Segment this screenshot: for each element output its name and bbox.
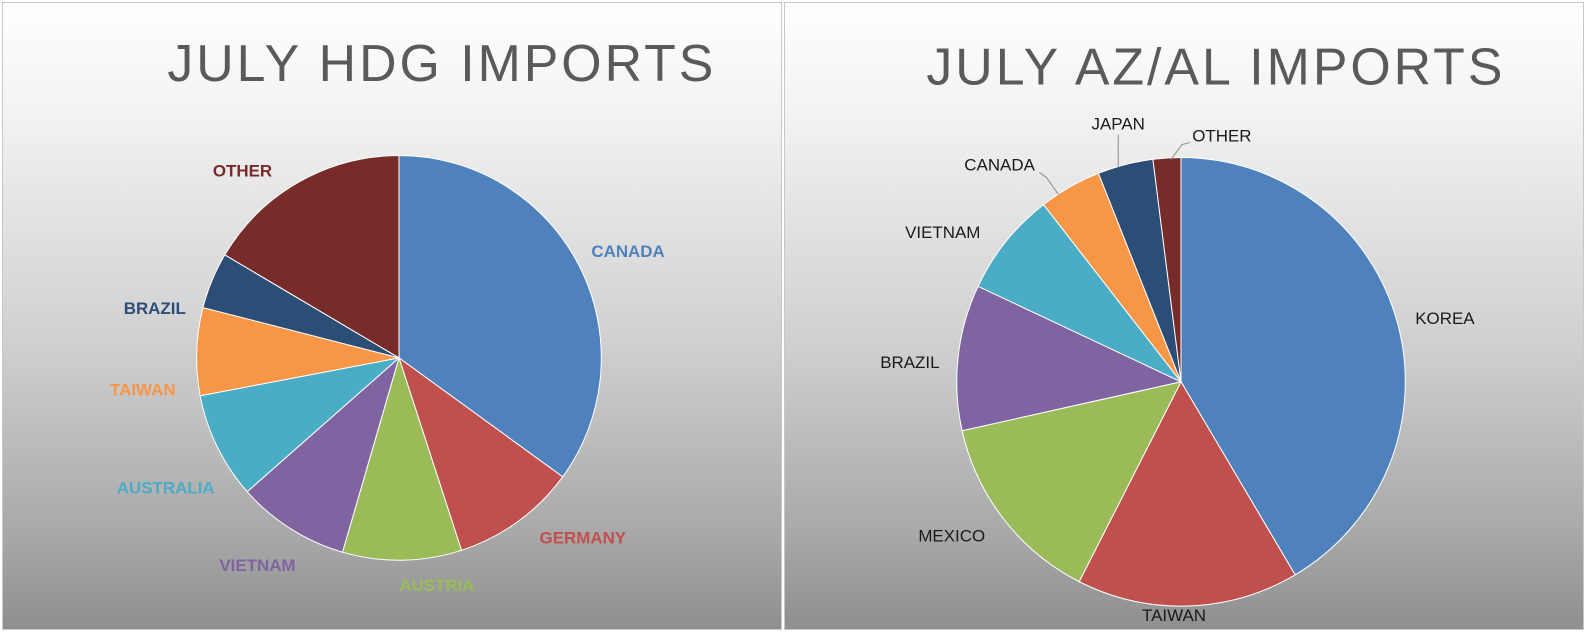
az-al-imports-chart: JULY AZ/AL IMPORTS KOREA TAIWAN MEXICO BRAZ… (784, 2, 1584, 630)
slice-label-other: OTHER (213, 161, 272, 180)
pie-slice-austria (341, 356, 463, 561)
pie-slice-germany (398, 356, 564, 551)
chart-title: JULY AZ/AL IMPORTS (926, 38, 1505, 96)
slice-label-canada: CANADA (964, 155, 1035, 174)
pie-slices (956, 157, 1406, 607)
slice-label-austria: AUSTRIA (399, 576, 474, 595)
pie-labels: CANADA GERMANY AUSTRIA VIETNAM AUSTRALIA TAIW… (110, 161, 665, 595)
pie-slices (196, 155, 602, 561)
slice-label-taiwan: TAIWAN (1142, 606, 1206, 625)
pie-slice-other (1152, 157, 1182, 382)
pie-slice-brazil (956, 285, 1183, 432)
label-leader-line (1170, 142, 1191, 160)
slice-label-brazil: BRAZIL (124, 299, 186, 318)
pie-slice-vietnam (977, 203, 1182, 383)
pie-slice-taiwan (1078, 380, 1296, 607)
pie-slice-vietnam (246, 356, 400, 553)
chart-title: JULY HDG IMPORTS (167, 34, 716, 92)
az-al-imports-pie-svg: JULY AZ/AL IMPORTS KOREA TAIWAN MEXICO BRAZ… (880, 38, 1505, 625)
slice-label-vietnam: VIETNAM (905, 223, 980, 242)
hdg-imports-chart: JULY HDG IMPORTS CANADA GERMANY AUSTRIA VIE… (2, 2, 782, 630)
slice-label-japan: JAPAN (1092, 115, 1145, 134)
slice-label-canada: CANADA (591, 242, 664, 261)
hdg-imports-pie-svg: JULY HDG IMPORTS CANADA GERMANY AUSTRIA VIE… (110, 34, 716, 595)
pie-slice-mexico (961, 381, 1182, 583)
slice-label-taiwan: TAIWAN (110, 381, 176, 400)
slice-label-other: OTHER (1192, 127, 1251, 146)
pie-slice-korea (1180, 157, 1406, 576)
slice-label-brazil: BRAZIL (880, 353, 939, 372)
pie-slice-canada (398, 155, 602, 478)
label-leader-line (1039, 172, 1059, 195)
pie-slice-other (224, 155, 400, 359)
pie-labels: KOREA TAIWAN MEXICO BRAZIL VIETNAM CANADA JAPA… (880, 115, 1475, 625)
slice-label-korea: KOREA (1415, 309, 1475, 328)
slice-label-australia: AUSTRALIA (117, 478, 215, 497)
slice-label-mexico: MEXICO (918, 526, 985, 545)
slice-label-germany: GERMANY (540, 528, 627, 547)
slice-label-vietnam: VIETNAM (219, 556, 295, 575)
pie-slice-australia (199, 357, 401, 493)
